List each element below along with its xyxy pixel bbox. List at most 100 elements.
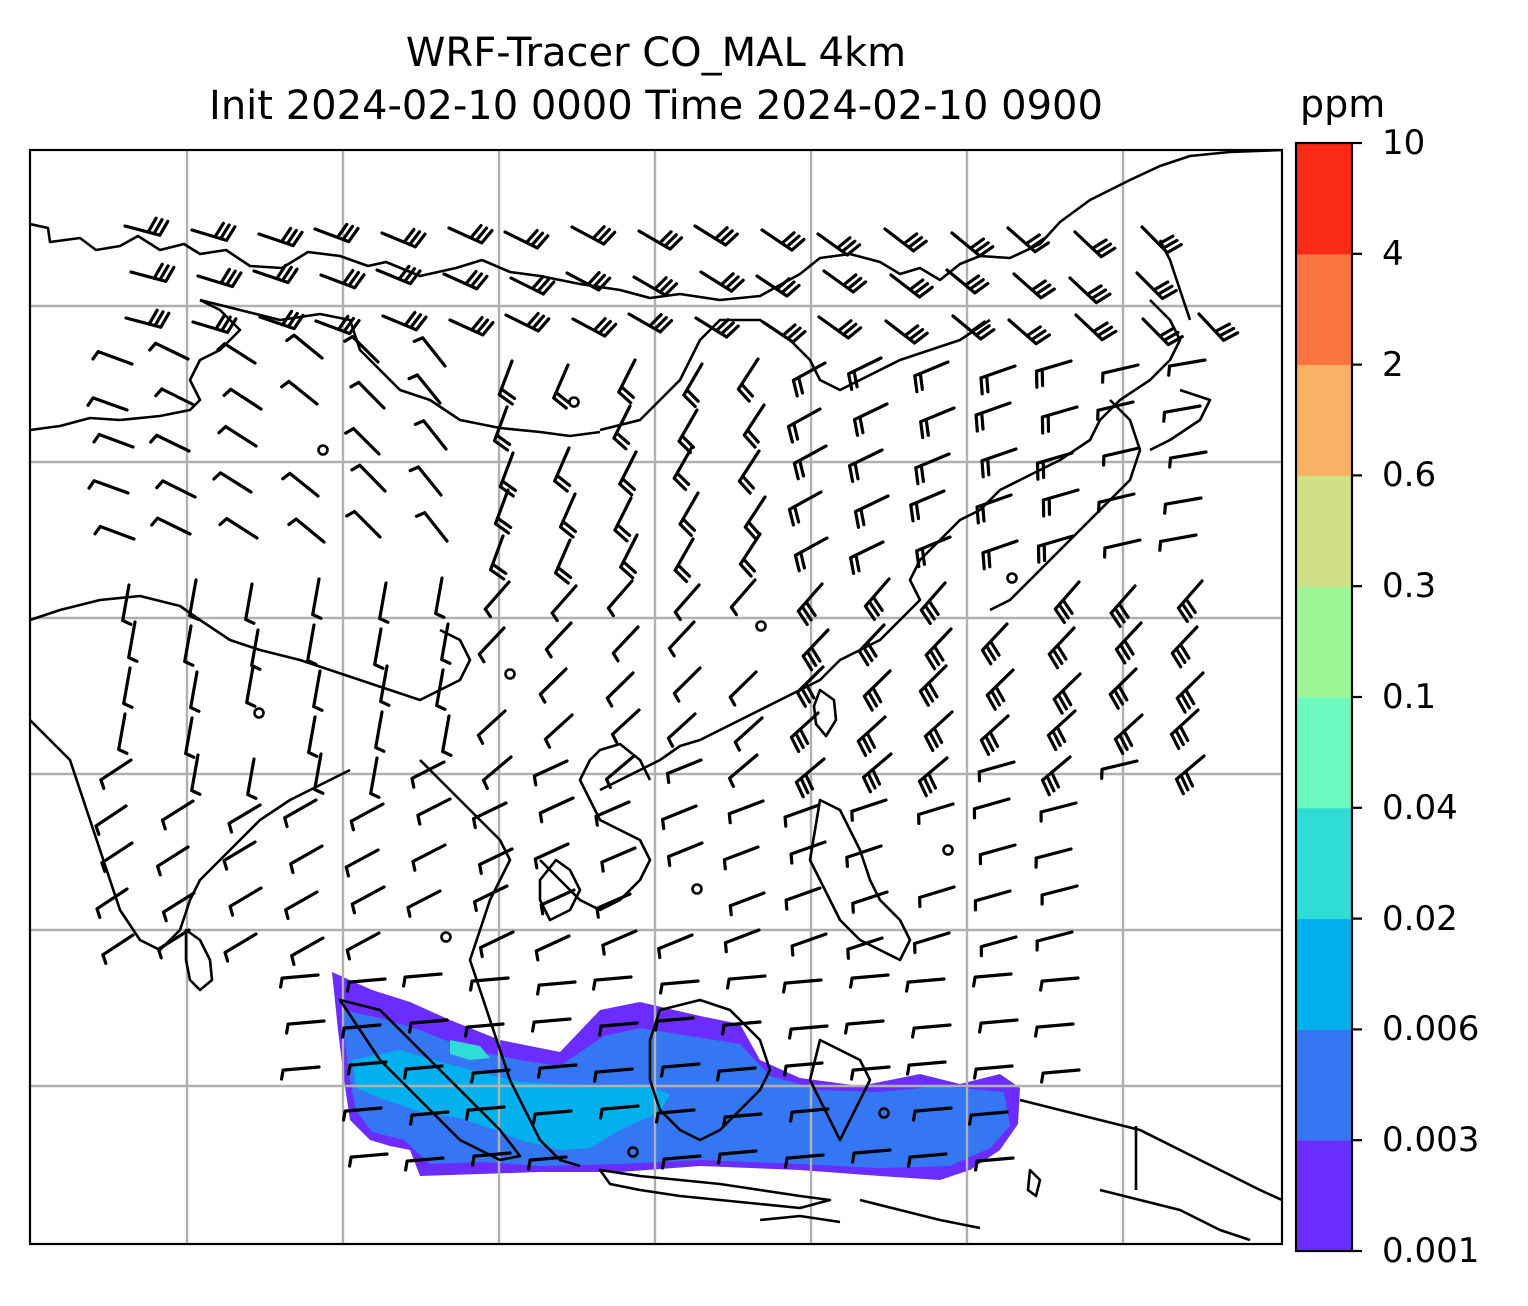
- wind-barb: [550, 584, 578, 623]
- wind-barb: [473, 884, 509, 913]
- wind-barb: [290, 936, 325, 967]
- wind-barb: [554, 538, 573, 585]
- wind-barb: [1012, 272, 1056, 300]
- wind-barb: [375, 264, 422, 286]
- wind-barb: [1073, 230, 1117, 259]
- wind-barb: [918, 885, 956, 909]
- wind-barb: [244, 582, 256, 625]
- wind-barb: [717, 1149, 758, 1165]
- colorbar-ticks: [1352, 141, 1362, 1253]
- wind-barb: [979, 364, 1017, 396]
- wind-barb: [979, 935, 1018, 958]
- wind-barb: [313, 222, 360, 244]
- wind-barb: [1006, 226, 1050, 254]
- wind-barb: [783, 1061, 824, 1077]
- wind-barb: [694, 316, 740, 339]
- wind-barb: [667, 620, 696, 658]
- wind-barb: [410, 760, 446, 789]
- colorbar-tick-label: 4: [1382, 233, 1404, 274]
- wind-barb: [595, 892, 632, 919]
- wind-barb: [403, 1064, 444, 1080]
- wind-barb: [905, 977, 946, 993]
- wind-barb: [761, 320, 807, 344]
- wind-barb: [345, 931, 381, 961]
- wind-barb: [1113, 713, 1144, 755]
- java-coastline: [598, 1168, 832, 1210]
- wind-barb: [440, 622, 452, 665]
- wind-barb: [246, 757, 258, 800]
- wind-barb: [978, 843, 1017, 866]
- wind-barb: [538, 796, 575, 824]
- wind-barb: [497, 359, 517, 406]
- wind-barb: [727, 799, 765, 825]
- wind-barb: [950, 231, 995, 258]
- wind-barb: [889, 273, 934, 299]
- wind-barb: [346, 977, 387, 993]
- wind-barb: [343, 335, 380, 364]
- wind-barb: [975, 493, 1013, 525]
- wind-barb: [980, 447, 1018, 479]
- wind-barb: [1034, 1022, 1075, 1038]
- wind-barb: [1097, 492, 1136, 513]
- wind-barb: [918, 664, 948, 707]
- wind-barb: [599, 1104, 640, 1120]
- wind-barb: [543, 713, 574, 749]
- wind-barb: [1175, 671, 1205, 714]
- wind-barb: [736, 357, 760, 403]
- wind-barb: [471, 1151, 512, 1167]
- wind-barb: [121, 583, 133, 626]
- wind-barb: [760, 228, 806, 252]
- wind-barb: [1158, 533, 1198, 552]
- wind-barb: [477, 626, 506, 664]
- wind-barb: [682, 362, 704, 409]
- wind-barb: [667, 841, 704, 867]
- wind-barb: [91, 350, 134, 366]
- wind-barb: [672, 666, 702, 703]
- wind-barb: [404, 1156, 445, 1172]
- wind-barb: [285, 333, 324, 360]
- wind-barb: [919, 581, 947, 625]
- wind-barb: [435, 668, 447, 711]
- wind-barb: [378, 581, 390, 624]
- wind-barb: [222, 840, 257, 871]
- wind-barb: [738, 532, 762, 578]
- wind-barb: [447, 224, 494, 245]
- wind-barb: [257, 226, 304, 248]
- wind-barb: [672, 445, 694, 492]
- mongolia-border: [599, 318, 991, 432]
- wind-barb: [539, 888, 576, 916]
- colorbar-unit-label: ppm: [1300, 82, 1386, 126]
- wind-barb: [612, 404, 632, 451]
- wind-barb: [794, 757, 826, 799]
- wind-barb: [478, 847, 514, 876]
- wind-barb: [618, 450, 638, 497]
- wind-barb: [189, 670, 201, 713]
- wind-barb: [188, 578, 200, 621]
- wind-barb: [183, 624, 195, 667]
- wind-barb: [349, 380, 386, 410]
- wind-barb: [1041, 488, 1080, 518]
- wind-barb: [408, 465, 443, 497]
- wind-barb: [610, 708, 641, 744]
- colorbar-tick-label: 0.02: [1382, 898, 1458, 939]
- wind-barb: [654, 1016, 695, 1032]
- wind-barb: [619, 533, 639, 580]
- wind-barb: [218, 517, 259, 540]
- wind-barb: [93, 524, 136, 541]
- wind-barb: [148, 341, 190, 361]
- colorbar-tick-label: 0.003: [1382, 1120, 1480, 1161]
- wind-barb: [856, 715, 887, 757]
- wind-barb: [155, 479, 197, 499]
- wind-barb: [851, 890, 889, 914]
- wind-barb: [884, 319, 929, 345]
- colorbar-tick-label: 0.1: [1382, 677, 1437, 717]
- map-panel: [28, 148, 1284, 1246]
- wind-barb: [434, 576, 446, 619]
- colorbar-band: [1296, 697, 1352, 809]
- wind-barb: [465, 1105, 506, 1121]
- wind-barb: [968, 1110, 1009, 1126]
- wind-barb: [123, 216, 170, 237]
- wind-barb: [666, 758, 703, 784]
- wind-barb: [1163, 496, 1203, 515]
- wind-barb: [727, 753, 759, 788]
